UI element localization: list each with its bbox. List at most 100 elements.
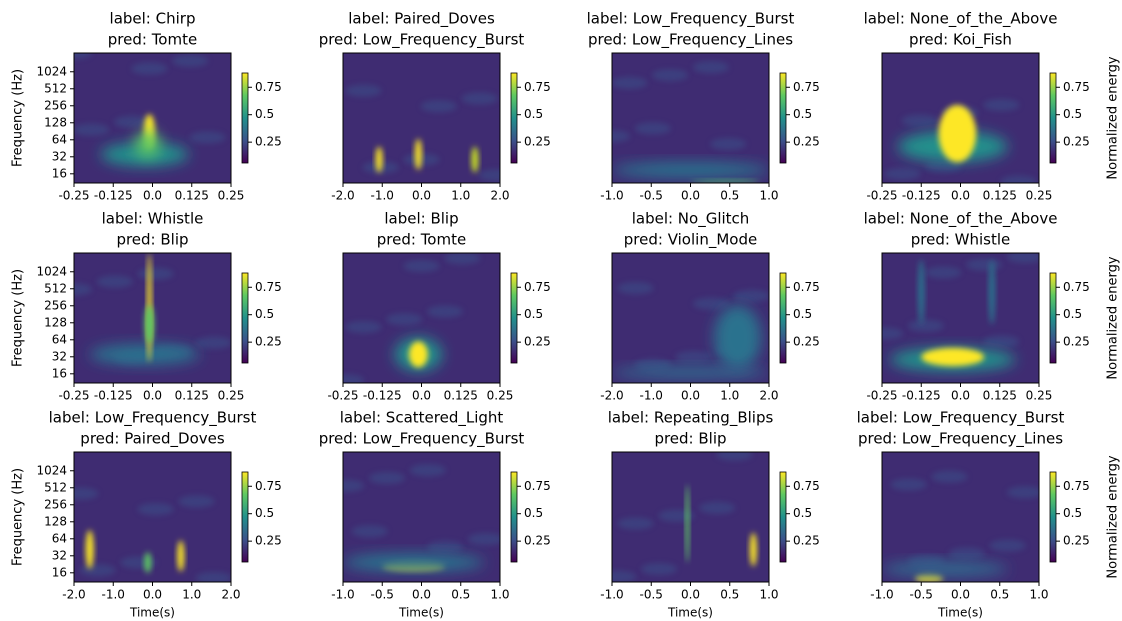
feature xyxy=(685,484,690,563)
feature xyxy=(882,561,1008,577)
y-tick-label: 128 xyxy=(44,514,67,528)
y-tick-label: 1024 xyxy=(36,264,67,278)
panel-title: pred: Violin_Mode xyxy=(624,231,757,250)
colorbar-tick-label: 0.25 xyxy=(1063,335,1090,349)
panel-title: label: Low_Frequency_Burst xyxy=(587,10,795,29)
texture xyxy=(692,61,729,74)
colorbar-tick-label: 0.75 xyxy=(793,280,820,294)
texture xyxy=(178,495,215,508)
x-tick-label: -0.5 xyxy=(371,588,394,602)
panel-title: label: Low_Frequency_Burst xyxy=(49,409,257,428)
y-axis-label: Frequency (Hz) xyxy=(11,269,26,367)
feature xyxy=(749,532,757,567)
y-tick-label: 32 xyxy=(52,548,67,562)
x-tick-label: 0.125 xyxy=(983,389,1017,403)
y-tick-label: 512 xyxy=(44,81,67,95)
feature xyxy=(408,341,428,368)
panel: label: Low_Frequency_Burst pred: Paired_D… xyxy=(11,409,282,620)
x-tick-label: 1.0 xyxy=(182,588,201,602)
texture xyxy=(420,100,457,113)
y-tick-label: 256 xyxy=(44,497,67,511)
x-tick-label: 0.5 xyxy=(720,189,739,203)
x-axis-label: Time(s) xyxy=(937,606,983,620)
spectrogram xyxy=(882,53,1039,183)
texture xyxy=(890,478,927,491)
texture xyxy=(74,123,110,136)
spectrogram xyxy=(343,53,500,183)
texture xyxy=(925,160,962,173)
texture xyxy=(195,572,231,582)
x-tick-label: -0.125 xyxy=(363,389,402,403)
y-tick-label: 1024 xyxy=(36,64,67,78)
x-tick-label: -0.25 xyxy=(58,189,89,203)
y-tick-label: 64 xyxy=(52,531,67,545)
panel-title: pred: Koi_Fish xyxy=(909,31,1012,50)
y-tick-label: 16 xyxy=(52,366,67,380)
colorbar-tick-label: 0.5 xyxy=(1063,307,1082,321)
texture xyxy=(925,266,962,279)
x-tick-label: -1.0 xyxy=(600,588,623,602)
colorbar-tick-label: 0.25 xyxy=(255,534,282,548)
x-tick-label: -1.0 xyxy=(102,588,125,602)
feature xyxy=(938,105,977,163)
x-tick-label: -0.5 xyxy=(640,588,663,602)
panel-title: label: Blip xyxy=(384,210,458,228)
panel-title: label: Whistle xyxy=(102,210,204,228)
colorbar xyxy=(1049,72,1057,164)
colorbar xyxy=(241,471,249,563)
texture xyxy=(189,131,226,144)
feature xyxy=(612,366,769,380)
panel: label: Repeating_Blips pred: Blip -1.0 -0.5… xyxy=(600,409,819,620)
texture xyxy=(427,540,464,553)
y-axis-label: Frequency (Hz) xyxy=(11,468,26,566)
x-tick-label: 0.0 xyxy=(412,588,431,602)
x-tick-label: 0.125 xyxy=(983,189,1017,203)
panel-title: pred: Low_Frequency_Burst xyxy=(319,430,525,449)
panel-title: label: Repeating_Blips xyxy=(608,409,774,428)
spectrogram xyxy=(612,253,769,383)
feature xyxy=(921,347,985,367)
texture xyxy=(478,169,500,182)
texture xyxy=(907,319,944,332)
panel-title: label: Scattered_Light xyxy=(340,409,504,428)
x-tick-label: 0.125 xyxy=(444,389,478,403)
feature xyxy=(414,138,422,170)
texture xyxy=(195,336,231,349)
texture xyxy=(427,305,464,318)
y-tick-label: 64 xyxy=(52,132,67,146)
colorbar-tick-label: 0.5 xyxy=(793,506,812,520)
panel: label: Blip pred: Tomte -0.25 -0.125 0.0 0.12… xyxy=(327,210,550,403)
x-tick-label: -0.125 xyxy=(94,189,133,203)
colorbar-tick-label: 0.5 xyxy=(255,307,274,321)
panel-title: label: None_of_the_Above xyxy=(864,210,1058,229)
panel-title: pred: Blip xyxy=(654,430,726,448)
texture xyxy=(692,297,729,310)
colorbar xyxy=(510,72,518,164)
x-tick-label: -0.25 xyxy=(327,389,358,403)
panel: label: Scattered_Light pred: Low_Frequenc… xyxy=(319,409,551,620)
x-tick-label: 2.0 xyxy=(759,389,778,403)
colorbar xyxy=(779,72,787,164)
x-tick-label: -1.0 xyxy=(640,389,663,403)
feature xyxy=(177,540,185,572)
feature xyxy=(988,259,996,325)
texture xyxy=(74,487,99,500)
spectrogram xyxy=(612,53,769,183)
colorbar-tick-label: 0.75 xyxy=(255,80,282,94)
x-tick-label: 1.0 xyxy=(759,189,778,203)
x-tick-label: 0.25 xyxy=(1026,189,1053,203)
colorbar xyxy=(510,272,518,364)
panel-title: pred: Tomte xyxy=(108,31,197,49)
x-tick-label: -2.0 xyxy=(62,588,85,602)
texture xyxy=(467,533,500,546)
panel-title: pred: Blip xyxy=(116,231,188,249)
feature xyxy=(85,530,94,569)
texture xyxy=(1000,175,1037,183)
texture xyxy=(983,99,1020,111)
texture xyxy=(612,130,630,143)
panel-title: pred: Paired_Doves xyxy=(80,430,225,449)
x-tick-label: 0.125 xyxy=(175,389,209,403)
x-tick-label: 0.0 xyxy=(951,389,970,403)
panel: label: Low_Frequency_Burst pred: Low_Freq… xyxy=(857,409,1121,620)
